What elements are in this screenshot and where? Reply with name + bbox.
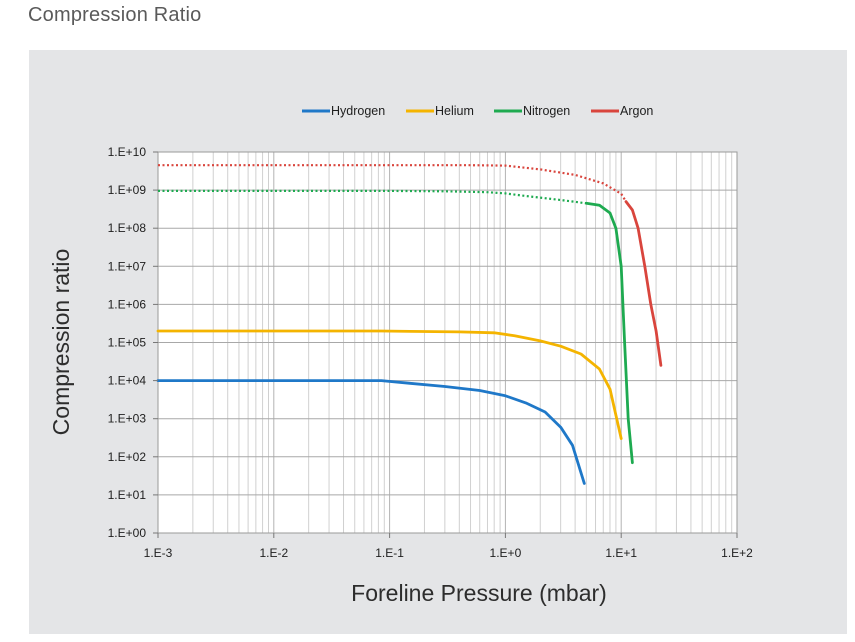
y-tick-label: 1.E+05 xyxy=(108,336,147,350)
x-tick-label: 1.E-1 xyxy=(375,546,404,560)
chart-panel: 1.E-3 1.E-2 1.E-1 1.E+0 1.E+1 1.E+2 1.E+00 1.E… xyxy=(29,50,847,634)
legend-label-argon: Argon xyxy=(620,104,653,118)
legend-label-helium: Helium xyxy=(435,104,474,118)
x-tick-label: 1.E-2 xyxy=(259,546,288,560)
x-tick-label: 1.E+1 xyxy=(605,546,637,560)
nitrogen-line xyxy=(584,201,634,465)
x-tick-label: 1.E+2 xyxy=(721,546,753,560)
y-axis-title: Compression ratio xyxy=(48,249,74,436)
legend: Hydrogen Helium Nitrogen Argon xyxy=(302,104,653,118)
x-tick-label: 1.E-3 xyxy=(144,546,173,560)
x-tick-label: 1.E+0 xyxy=(490,546,522,560)
y-tick-label: 1.E+06 xyxy=(108,297,147,311)
series-lines xyxy=(156,164,663,485)
x-axis-title: Foreline Pressure (mbar) xyxy=(351,580,607,606)
hydrogen-line xyxy=(156,379,586,485)
legend-label-nitrogen: Nitrogen xyxy=(523,104,570,118)
legend-label-hydrogen: Hydrogen xyxy=(331,104,385,118)
helium-line xyxy=(156,329,623,441)
y-tick-label: 1.E+01 xyxy=(108,488,147,502)
y-tick-label: 1.E+00 xyxy=(108,526,147,540)
y-tick-label: 1.E+08 xyxy=(108,221,147,235)
y-tick-label: 1.E+09 xyxy=(108,183,147,197)
y-tick-label: 1.E+02 xyxy=(108,450,147,464)
compression-ratio-chart: 1.E-3 1.E-2 1.E-1 1.E+0 1.E+1 1.E+2 1.E+001.E… xyxy=(48,104,753,606)
y-tick-label: 1.E+10 xyxy=(108,145,147,159)
y-tick-label: 1.E+04 xyxy=(108,374,147,388)
argon-line xyxy=(624,200,663,367)
argon-line-dotted xyxy=(158,164,627,203)
y-axis-ticks: 1.E+00 1.E+01 1.E+02 1.E+03 1.E+04 1.E+05 1.E+… xyxy=(108,145,158,540)
nitrogen-line-dotted xyxy=(158,189,587,205)
page-title: Compression Ratio xyxy=(28,4,202,26)
y-tick-label: 1.E+07 xyxy=(108,259,147,273)
y-tick-label: 1.E+03 xyxy=(108,412,147,426)
x-axis-ticks: 1.E-3 1.E-2 1.E-1 1.E+0 1.E+1 1.E+2 xyxy=(144,533,753,560)
